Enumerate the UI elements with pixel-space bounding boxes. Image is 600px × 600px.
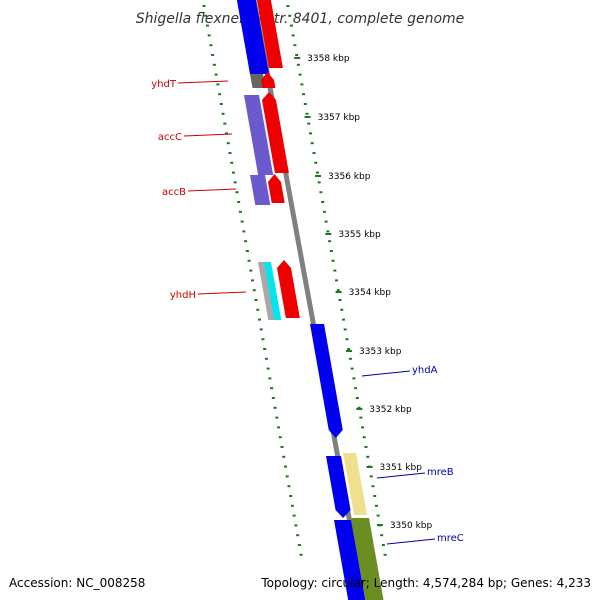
cds-gray-yhdH bbox=[258, 262, 276, 320]
gene-leader-line bbox=[177, 80, 229, 84]
cds-red-arrow bbox=[261, 72, 276, 88]
gene-leader-line bbox=[361, 370, 411, 377]
gene-label-yhdH: yhdH bbox=[170, 290, 196, 301]
cds-khaki-mreB bbox=[343, 453, 367, 515]
gene-leader-line bbox=[197, 291, 247, 295]
scale-tick-label: 3351 kbp bbox=[380, 463, 423, 473]
scale-tick-label: 3352 kbp bbox=[369, 405, 412, 415]
cds-olive-mreC bbox=[351, 518, 384, 600]
gene-label-mreC: mreC bbox=[437, 533, 464, 544]
gene-label-accB: accB bbox=[162, 187, 186, 198]
outer-dot-track bbox=[286, 5, 387, 556]
gene-leader-line bbox=[376, 472, 426, 479]
scale-tick-label: 3358 kbp bbox=[307, 54, 350, 64]
gene-label-yhdT: yhdT bbox=[151, 79, 177, 90]
cds-cyan-yhdH bbox=[264, 262, 282, 320]
scale-dot-tracks bbox=[202, 5, 387, 556]
feature-tracks bbox=[236, 0, 384, 600]
cds-red-yhdH bbox=[277, 260, 300, 318]
gene-label-accC: accC bbox=[158, 132, 182, 143]
scale-tick-label: 3357 kbp bbox=[318, 113, 361, 123]
scale-tick-label: 3355 kbp bbox=[338, 230, 381, 240]
gene-leader-line bbox=[183, 133, 233, 137]
gene-label-yhdA: yhdA bbox=[412, 365, 438, 376]
cds-red-accC bbox=[262, 92, 289, 173]
cds-blue-top bbox=[236, 0, 269, 74]
gene-labels: yhdT accC accB yhdH yhdA mreB mreC bbox=[151, 79, 464, 545]
gene-gray-top bbox=[250, 74, 266, 88]
cds-purple-accC bbox=[244, 95, 274, 175]
scale-tick-label: 3356 kbp bbox=[328, 172, 371, 182]
cds-purple-accB bbox=[250, 175, 271, 205]
cds-blue-mreC bbox=[334, 520, 366, 600]
gene-label-mreB: mreB bbox=[427, 467, 454, 478]
inner-dot-track bbox=[202, 5, 303, 556]
scale-ticks: 3358 kbp 3357 kbp 3356 kbp 3355 kbp 3354 kbp… bbox=[294, 54, 433, 531]
cds-blue-mreB bbox=[326, 456, 351, 518]
scale-tick-label: 3354 kbp bbox=[349, 288, 392, 298]
genome-title: Shigella flexneri 5 str. 8401, complete … bbox=[136, 11, 465, 27]
genome-summary-text: Topology: circular; Length: 4,574,284 bp… bbox=[260, 576, 591, 590]
scale-tick-label: 3350 kbp bbox=[390, 521, 433, 531]
cds-red-accB bbox=[268, 174, 285, 203]
accession-text: Accession: NC_008258 bbox=[9, 576, 145, 590]
cds-blue-yhdA bbox=[310, 324, 343, 438]
gene-leader-line bbox=[386, 538, 436, 545]
cds-red-top bbox=[256, 0, 283, 68]
gene-leader-line bbox=[187, 188, 237, 192]
scale-tick-label: 3353 kbp bbox=[359, 347, 402, 357]
